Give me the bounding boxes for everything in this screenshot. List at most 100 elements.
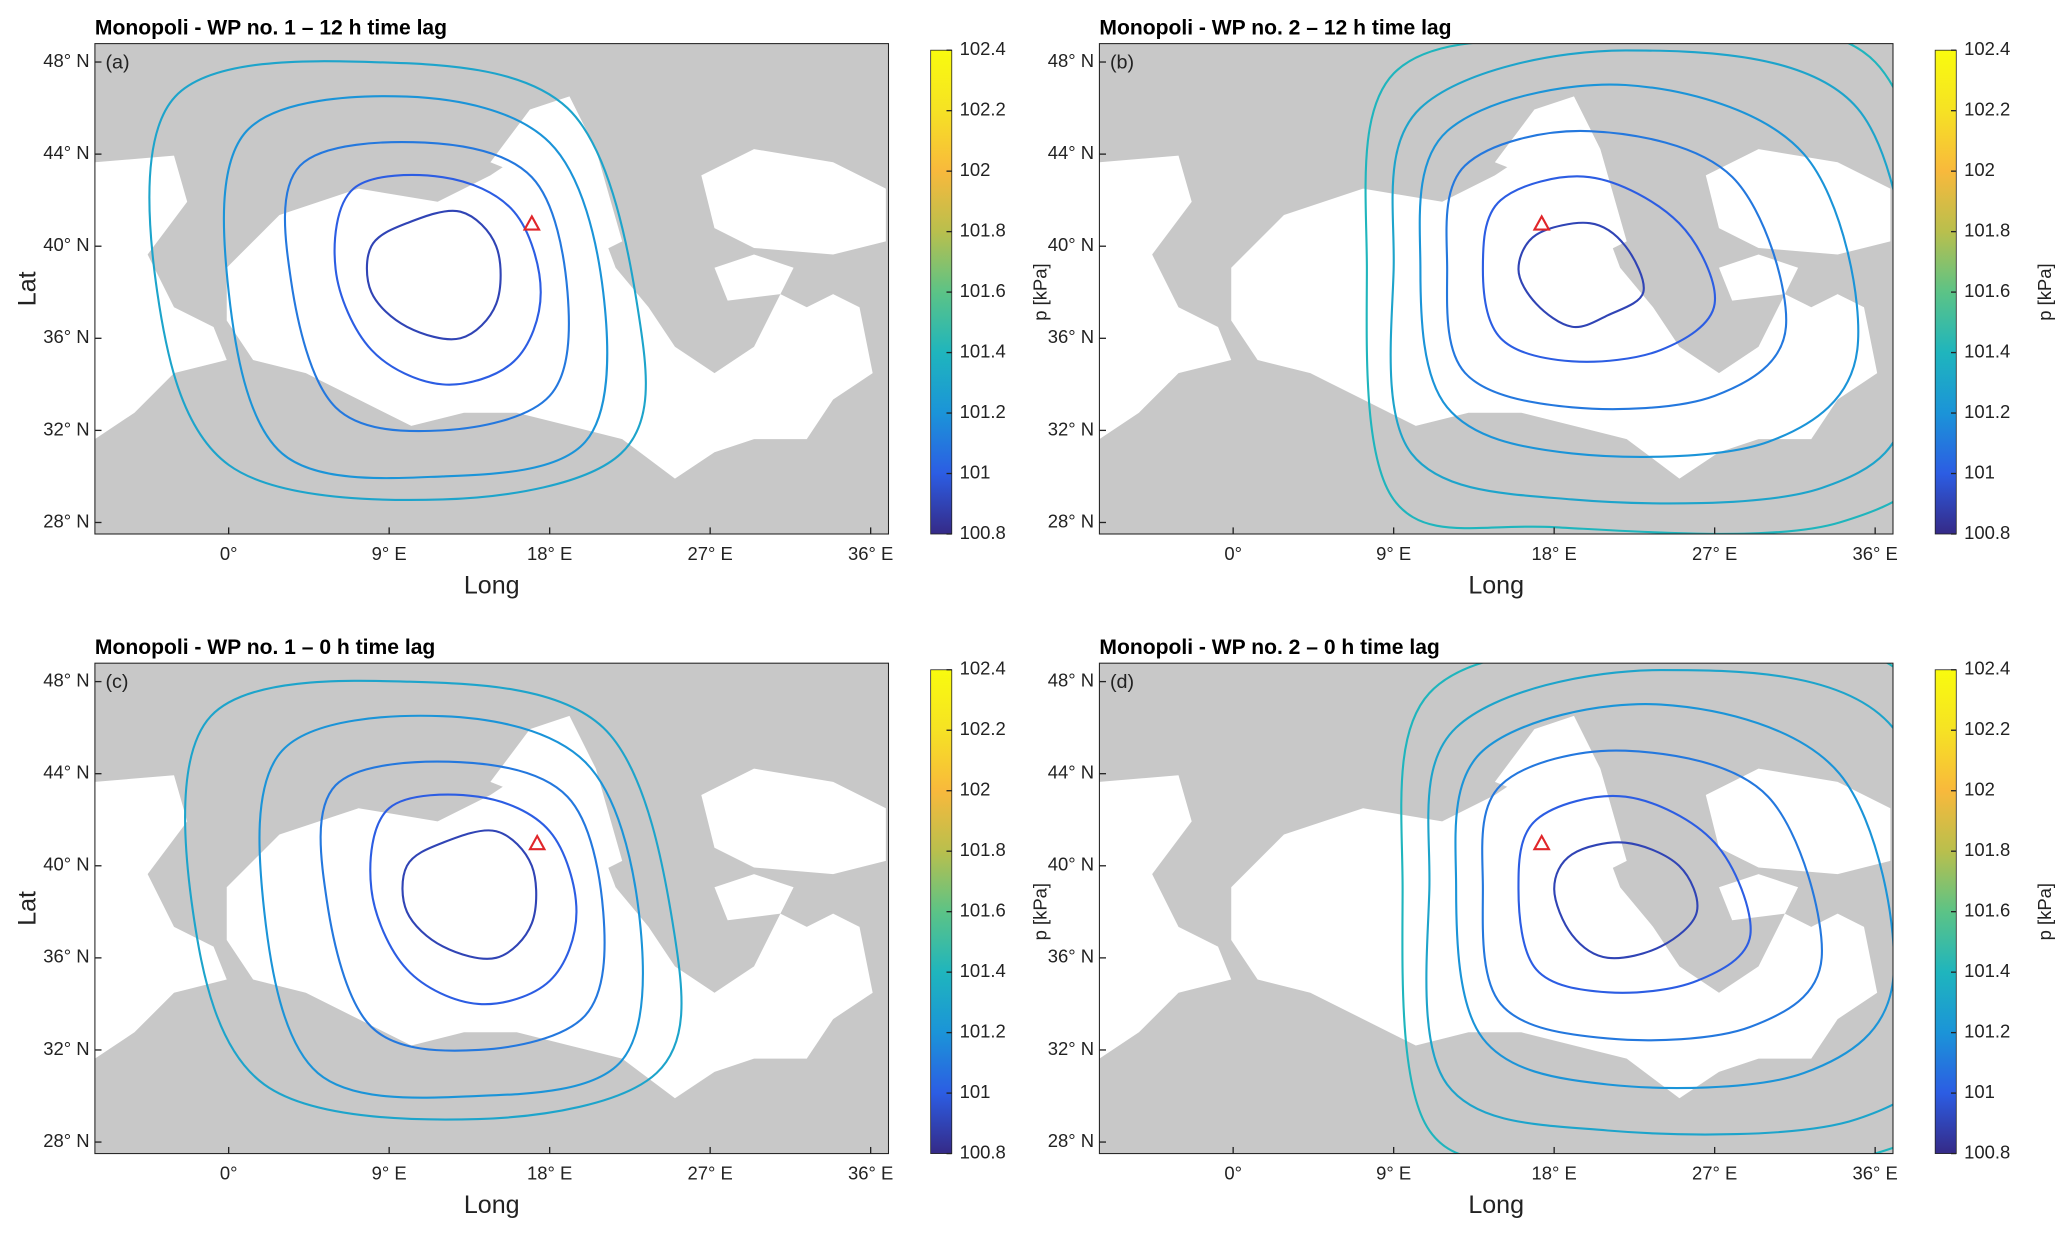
colorbar-label: p [kPa] (1029, 263, 1050, 320)
colorbar-tick-label: 100.8 (1964, 522, 2010, 543)
y-tick-label: 48° N (43, 50, 89, 71)
panel: Monopoli - WP no. 2 – 12 h time lag (b) 0°… (1048, 16, 2055, 599)
colorbar-tick-label: 102.2 (1964, 99, 2010, 120)
panel: Monopoli - WP no. 1 – 12 h time lag (a) 0°… (14, 16, 1051, 599)
y-tick-label: 36° N (1048, 946, 1094, 967)
x-axis-label: Long (464, 571, 520, 599)
colorbar-tick-label: 101 (960, 461, 991, 482)
colorbar-tick-label: 102 (1964, 159, 1995, 180)
colorbar-tick-label: 100.8 (1964, 1141, 2010, 1162)
x-tick-label: 36° E (1853, 543, 1898, 564)
colorbar-tick-label: 102 (960, 779, 991, 800)
colorbar-tick-label: 102.2 (960, 718, 1006, 739)
station-marker (528, 833, 547, 851)
y-tick-label: 28° N (1048, 510, 1094, 531)
y-tick-label: 28° N (43, 1130, 89, 1151)
colorbar-tick-label: 102 (960, 159, 991, 180)
colorbar-tick-label: 102.4 (960, 658, 1006, 679)
x-tick-label: 9° E (372, 1163, 407, 1184)
y-tick-label: 44° N (43, 762, 89, 783)
panel-label: (c) (105, 671, 128, 693)
x-tick-label: 36° E (848, 543, 893, 564)
colorbar-tick-label: 101.6 (960, 280, 1006, 301)
y-tick-label: 40° N (43, 234, 89, 255)
isobar (183, 679, 683, 1121)
y-tick-label: 48° N (43, 669, 89, 690)
x-tick-label: 18° E (527, 543, 572, 564)
y-axis-label: Lat (14, 891, 42, 926)
isobar (401, 829, 538, 960)
colorbar-tick-label: 101.4 (1964, 340, 2010, 361)
x-tick-label: 27° E (688, 1163, 733, 1184)
station-marker (1532, 833, 1551, 851)
colorbar-tick-label: 101.4 (960, 960, 1006, 981)
x-tick-label: 36° E (848, 1163, 893, 1184)
colorbar-tick-label: 101.2 (960, 401, 1006, 422)
y-tick-label: 40° N (1048, 234, 1094, 255)
x-tick-label: 18° E (1532, 543, 1577, 564)
panel-title: Monopoli - WP no. 2 – 12 h time lag (1099, 16, 1451, 39)
isobar (1481, 749, 1823, 1042)
x-tick-label: 18° E (1532, 1163, 1577, 1184)
colorbar-tick-label: 102.2 (1964, 718, 2010, 739)
panel-label: (b) (1110, 52, 1134, 74)
colorbar-tick-label: 100.8 (960, 522, 1006, 543)
y-tick-label: 44° N (1048, 762, 1094, 783)
x-axis-label: Long (1468, 571, 1524, 599)
panel-title: Monopoli - WP no. 1 – 12 h time lag (95, 16, 447, 39)
isobar (1389, 49, 1893, 505)
x-tick-label: 0° (220, 1163, 238, 1184)
x-tick-label: 27° E (1692, 1163, 1737, 1184)
x-tick-label: 9° E (1376, 543, 1411, 564)
colorbar-tick-label: 101 (1964, 1081, 1995, 1102)
isobar (148, 60, 647, 501)
x-tick-label: 0° (220, 543, 238, 564)
colorbar-tick-label: 102.2 (960, 99, 1006, 120)
y-tick-label: 48° N (1048, 669, 1094, 690)
contours (1400, 663, 1893, 1154)
y-tick-label: 32° N (43, 1038, 89, 1059)
colorbar-label: p [kPa] (2034, 263, 2055, 320)
colorbar-label: p [kPa] (1029, 883, 1050, 940)
isobar (1517, 794, 1752, 994)
colorbar-tick-label: 101.6 (960, 900, 1006, 921)
colorbar-tick-label: 101 (960, 1081, 991, 1102)
isobar (1553, 841, 1699, 960)
y-axis-label: Lat (14, 271, 42, 306)
y-tick-label: 48° N (1048, 50, 1094, 71)
y-tick-label: 28° N (43, 510, 89, 531)
y-tick-label: 28° N (1048, 1130, 1094, 1151)
colorbar-tick-label: 100.8 (960, 1141, 1006, 1162)
panel-title: Monopoli - WP no. 2 – 0 h time lag (1099, 636, 1439, 659)
plot-frame (1098, 662, 1894, 1155)
colorbar-tick-label: 101.8 (1964, 839, 2010, 860)
x-axis-label: Long (464, 1191, 520, 1219)
y-tick-label: 40° N (1048, 854, 1094, 875)
y-tick-label: 44° N (43, 142, 89, 163)
map-background (94, 43, 889, 534)
colorbar-tick-label: 101.8 (960, 839, 1006, 860)
x-tick-label: 18° E (527, 1163, 572, 1184)
isobar (1517, 221, 1645, 329)
plot-frame (1098, 43, 1894, 535)
colorbar-label: p [kPa] (2034, 883, 2055, 940)
y-tick-label: 32° N (1048, 1038, 1094, 1059)
map-background (1099, 43, 1893, 534)
colorbar-tick-label: 101.6 (1964, 900, 2010, 921)
panels: Monopoli - WP no. 1 – 12 h time lag (a) 0°… (14, 16, 2055, 1219)
x-tick-label: 27° E (1692, 543, 1737, 564)
isobar (1364, 43, 1893, 534)
contours (183, 679, 683, 1121)
y-tick-label: 32° N (43, 418, 89, 439)
x-tick-label: 0° (1224, 1163, 1242, 1184)
x-tick-label: 0° (1224, 543, 1242, 564)
colorbar-tick-label: 102.4 (1964, 658, 2010, 679)
isobar (1445, 129, 1788, 411)
isobar (319, 760, 606, 1052)
x-tick-label: 9° E (372, 543, 407, 564)
isobar (1425, 668, 1893, 1136)
isobar (1481, 175, 1716, 363)
y-tick-label: 44° N (1048, 142, 1094, 163)
y-tick-label: 36° N (1048, 326, 1094, 347)
